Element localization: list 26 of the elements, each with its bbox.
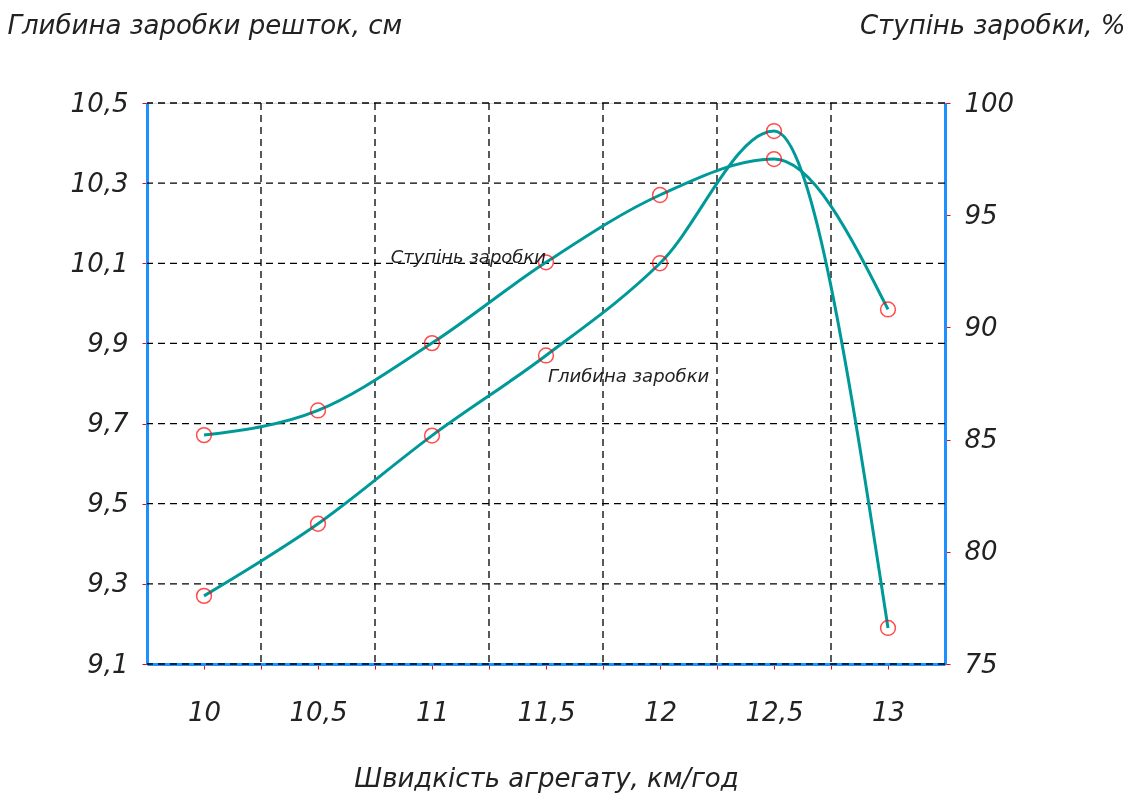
x-axis-title: Швидкість агрегату, км/год [354,762,739,793]
y2-tick-label: 85 [964,424,998,455]
x-tick-label: 12 [643,696,678,727]
series-label: Ступінь заробки [390,246,547,268]
x-tick-label: 10 [187,696,222,727]
y2-tick-label: 80 [964,536,998,567]
y2-tick-label: 95 [964,199,998,230]
y-tick-label: 9,5 [87,488,129,519]
y-tick-label: 10,1 [70,247,129,278]
y-tick-label: 9,9 [87,327,129,358]
y2-axis-title: Ступінь заробки, % [859,9,1126,40]
y-tick-label: 10,3 [70,167,129,198]
y2-tick-label: 100 [964,87,1015,118]
y-tick-label: 9,3 [87,568,129,599]
x-tick-label: 11 [415,696,450,727]
y-axis-title: Глибина заробки решток, см [7,9,403,40]
x-tick-label: 11,5 [517,696,576,727]
y2-tick-label: 75 [964,648,998,679]
x-tick-label: 12,5 [745,696,804,727]
x-tick-label: 13 [871,696,906,727]
series-label: Глибина заробки [548,365,710,387]
y2-tick-label: 90 [964,311,998,342]
y-tick-label: 10,5 [70,87,129,118]
y-tick-label: 9,7 [87,408,129,439]
x-tick-label: 10,5 [289,696,348,727]
y-tick-label: 9,1 [87,648,129,679]
